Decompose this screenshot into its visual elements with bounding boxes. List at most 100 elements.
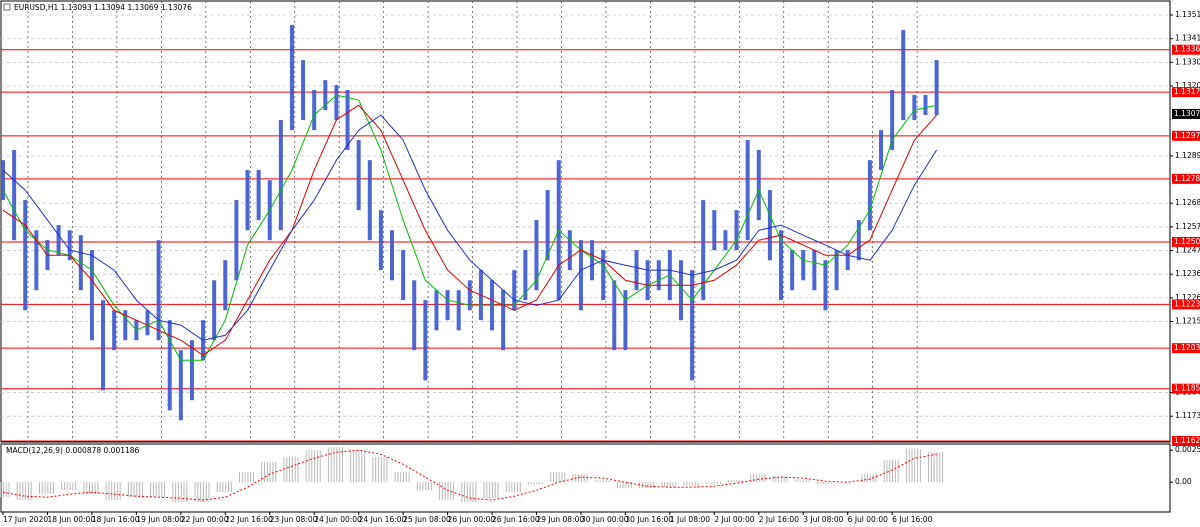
price-bar — [345, 90, 350, 151]
price-bar — [312, 90, 317, 131]
price-bar — [323, 80, 328, 111]
level-label-bg — [1172, 236, 1200, 247]
level-label: 1.12788 — [1174, 174, 1200, 183]
x-tick-label: 30 Jun 00:00 — [581, 515, 629, 524]
level-label: 1.13173 — [1174, 87, 1200, 96]
price-bar — [23, 200, 28, 311]
price-bar — [223, 260, 228, 311]
price-bar — [501, 290, 506, 351]
price-bar — [567, 230, 572, 271]
x-tick-label: 24 Jun 00:00 — [314, 515, 362, 524]
price-bar — [423, 300, 428, 381]
price-bar — [590, 240, 595, 281]
moving-average — [2, 104, 937, 356]
price-bar — [534, 220, 539, 291]
y-tick-label: 0.00 — [1175, 477, 1192, 486]
price-bar — [879, 130, 884, 171]
price-bar — [856, 220, 861, 261]
price-bar — [934, 60, 939, 116]
price-bar — [12, 150, 17, 241]
y-tick-label: 1.13200 — [1175, 81, 1200, 90]
x-tick-label: 22 Jun 16:00 — [225, 515, 273, 524]
price-bar — [234, 200, 239, 281]
moving-average — [2, 114, 938, 341]
price-bar — [212, 280, 217, 341]
price-bar — [634, 250, 639, 291]
price-bar — [545, 190, 550, 261]
x-tick-label: 2 Jul 00:00 — [714, 515, 754, 524]
price-bar — [690, 270, 695, 381]
level-label: 1.12037 — [1174, 343, 1200, 352]
x-tick-label: 17 Jun 2020 — [3, 515, 48, 524]
price-bar — [278, 120, 283, 231]
y-tick-label: 1.13410 — [1175, 34, 1200, 43]
price-bar — [845, 250, 850, 271]
price-bar — [401, 250, 406, 301]
level-label-bg — [1172, 87, 1200, 98]
price-bar — [801, 250, 806, 281]
price-bar — [445, 290, 450, 321]
price-bar — [623, 290, 628, 351]
price-bar — [334, 85, 339, 121]
price-bar — [512, 270, 517, 311]
price-bar — [256, 170, 261, 221]
y-tick-label: 1.13515 — [1175, 10, 1200, 19]
y-tick-label: 0.002531 — [1175, 445, 1200, 454]
price-bar — [767, 190, 772, 261]
x-tick-label: 1 Jul 08:00 — [670, 515, 710, 524]
price-bar — [723, 230, 728, 251]
macd-title: MACD(12,26,9) 0.000878 0.001186 — [6, 446, 140, 455]
x-tick-label: 25 Jun 08:00 — [403, 515, 451, 524]
price-bar — [678, 260, 683, 321]
y-tick-label: 1.12260 — [1175, 293, 1200, 302]
price-bar — [412, 280, 417, 351]
price-bar — [712, 210, 717, 251]
price-bar — [901, 30, 906, 121]
y-tick-label: 1.12470 — [1175, 246, 1200, 255]
price-bar — [123, 310, 128, 341]
level-label-bg — [1172, 173, 1200, 184]
price-bar — [145, 310, 150, 336]
x-tick-label: 2 Jul 16:00 — [759, 515, 799, 524]
level-label: 1.11857 — [1174, 384, 1200, 393]
symbol-icon — [3, 3, 11, 11]
y-tick-label: 1.11735 — [1175, 411, 1200, 420]
main-title: EURUSD,H1 1.13093 1.13094 1.13069 1.1307… — [14, 3, 192, 12]
x-tick-label: 6 Jul 00:00 — [848, 515, 888, 524]
price-bar — [734, 210, 739, 251]
price-bar — [301, 60, 306, 121]
price-bar — [178, 350, 183, 421]
y-tick-label: 1.12155 — [1175, 317, 1200, 326]
main-panel — [0, 0, 1171, 443]
price-bar — [578, 240, 583, 311]
price-bar — [289, 24, 294, 131]
price-bar — [656, 260, 661, 291]
price-bar — [434, 290, 439, 331]
x-tick-label: 18 Jun 00:00 — [47, 515, 95, 524]
y-tick-label: 1.12575 — [1175, 222, 1200, 231]
price-bar — [823, 260, 828, 311]
level-label-bg — [1172, 299, 1200, 310]
price-bar — [101, 300, 106, 391]
x-tick-label: 18 Jun 16:00 — [92, 515, 140, 524]
price-bar — [378, 210, 383, 271]
level-label-bg — [1172, 343, 1200, 354]
level-label: 1.11625 — [1174, 436, 1200, 445]
macd-panel — [0, 443, 1171, 513]
x-tick-label: 23 Jun 08:00 — [270, 515, 318, 524]
price-bar — [390, 230, 394, 281]
x-tick-label: 24 Jun 16:00 — [359, 515, 407, 524]
price-bar — [923, 95, 928, 116]
price-bar — [467, 280, 472, 311]
current-price-bg — [1172, 108, 1200, 119]
price-bar — [612, 280, 617, 351]
price-bar — [34, 230, 39, 291]
price-bar — [812, 250, 817, 291]
price-bar — [367, 160, 372, 241]
price-bar — [779, 230, 783, 301]
price-bar — [1, 160, 5, 201]
price-bar — [601, 250, 606, 301]
